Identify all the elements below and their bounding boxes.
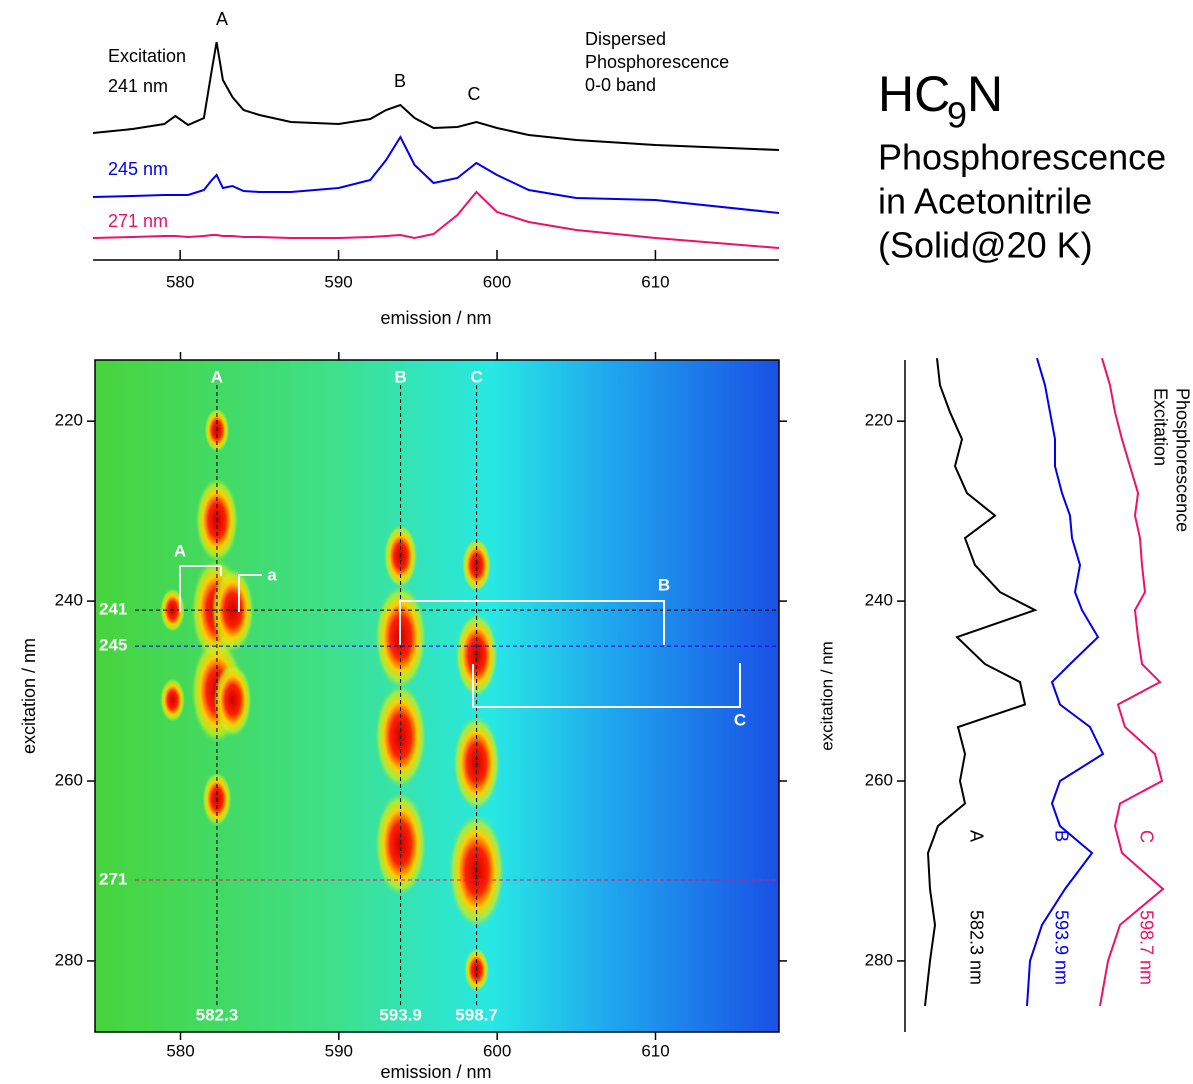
peak-label: B [394, 71, 406, 91]
peak [211, 568, 254, 653]
annotation: Phosphorescence [585, 52, 729, 72]
y-tick-label: 260 [865, 770, 893, 789]
line-label: 271 [99, 869, 127, 888]
y-tick-label: 260 [55, 770, 83, 789]
y-tick-label: 220 [55, 411, 83, 430]
annotation: Dispersed [585, 29, 666, 49]
y-tick-label: 220 [865, 411, 893, 430]
line-label: A [211, 367, 223, 386]
bracket [179, 565, 222, 612]
peak [213, 663, 252, 738]
x-tick-label: 610 [641, 1041, 669, 1060]
bracket-label: B [658, 575, 670, 594]
peak [461, 538, 492, 593]
x-tick-label: 600 [483, 272, 511, 291]
y-tick-label: 240 [55, 591, 83, 610]
y-tick-label: 280 [55, 950, 83, 969]
bracket [472, 663, 741, 708]
spectrum-line [1099, 357, 1165, 1007]
title: HC [878, 66, 950, 122]
spectrum-line [92, 134, 780, 214]
line-label: 593.9 [379, 1005, 422, 1024]
x-tick-label: 580 [166, 1041, 194, 1060]
line-label: B [394, 367, 406, 386]
bracket [238, 574, 262, 612]
subtitle: Phosphorescence [878, 137, 1166, 178]
x-tick-label: 580 [166, 272, 194, 291]
line-label: 241 [99, 600, 127, 619]
bracket-label: A [174, 541, 186, 560]
series-label: B [1051, 830, 1071, 842]
title-sub: 9 [947, 95, 967, 136]
series-label: C [1136, 830, 1156, 843]
spectrum-line [92, 41, 780, 151]
line-label: 582.3 [196, 1005, 239, 1024]
series-label: 271 nm [108, 211, 168, 231]
peak-label: A [216, 9, 228, 29]
peak-label: C [468, 84, 481, 104]
y-tick-label: 240 [865, 591, 893, 610]
spectrum-line [1026, 357, 1105, 1006]
series-label: 245 nm [108, 159, 168, 179]
subtitle: in Acetonitrile [878, 181, 1092, 222]
subtitle: (Solid@20 K) [878, 225, 1093, 266]
peak [455, 613, 498, 698]
spectrum-line [924, 358, 1038, 1007]
series-label: A [966, 830, 986, 842]
x-tick-label: 590 [324, 272, 352, 291]
series-label: 593.9 nm [1051, 910, 1071, 985]
bracket-label: a [267, 565, 277, 584]
series-label: 241 nm [108, 76, 168, 96]
series-label: 598.7 nm [1136, 910, 1156, 985]
bracket-label: C [734, 710, 746, 729]
y-axis-label: excitation / nm [19, 638, 39, 754]
peak [160, 678, 185, 723]
spectrum-line [92, 190, 780, 249]
y-axis-label: excitation / nm [817, 641, 836, 751]
series-label: 582.3 nm [966, 910, 986, 985]
x-tick-label: 600 [483, 1041, 511, 1060]
x-tick-label: 590 [325, 1041, 353, 1060]
title-end: N [967, 66, 1003, 122]
bracket [399, 600, 665, 645]
annotation: Excitation [1150, 388, 1170, 466]
x-tick-label: 610 [641, 272, 669, 291]
line-label: C [470, 367, 482, 386]
line-label: 245 [99, 636, 127, 655]
x-axis-label: emission / nm [380, 308, 491, 328]
annotation: Phosphorescence [1172, 388, 1192, 532]
line-label: 598.7 [455, 1005, 498, 1024]
annotation: 0-0 band [585, 75, 656, 95]
y-tick-label: 280 [865, 950, 893, 969]
series-note: Excitation [108, 46, 186, 66]
heatmap-frame [94, 359, 780, 1033]
x-axis-label: emission / nm [380, 1062, 491, 1082]
